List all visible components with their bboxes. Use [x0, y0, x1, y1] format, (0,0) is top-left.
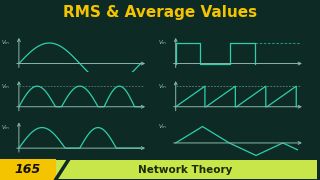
Text: $V_m$: $V_m$	[1, 123, 10, 132]
Text: Network Theory: Network Theory	[139, 165, 233, 175]
Text: $V_m$: $V_m$	[158, 82, 167, 91]
Text: 165: 165	[14, 163, 40, 176]
Text: RMS & Average Values: RMS & Average Values	[63, 5, 257, 20]
Text: $V_m$: $V_m$	[1, 82, 10, 91]
Text: $V_m$: $V_m$	[158, 122, 167, 131]
Text: $V_m$: $V_m$	[1, 39, 10, 47]
Text: $V_m$: $V_m$	[158, 39, 167, 47]
